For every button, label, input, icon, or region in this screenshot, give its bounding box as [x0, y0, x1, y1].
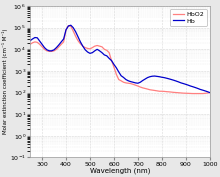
Legend: HbO2, Hb: HbO2, Hb	[170, 9, 207, 26]
HbO2	[67, 25, 70, 27]
Hb	[94, 50, 96, 52]
Line: HbO2: HbO2	[30, 26, 210, 94]
HbO2	[94, 45, 96, 47]
Hb	[125, 78, 127, 81]
Y-axis label: Molar extinction coefficient (cm⁻¹ M⁻¹): Molar extinction coefficient (cm⁻¹ M⁻¹)	[2, 29, 9, 135]
Hb	[146, 77, 149, 79]
Hb	[46, 49, 48, 51]
HbO2	[29, 43, 31, 45]
Hb	[175, 80, 178, 82]
HbO2	[192, 93, 194, 95]
HbO2	[125, 82, 127, 84]
X-axis label: Wavelength (nm): Wavelength (nm)	[90, 168, 150, 175]
Hb	[70, 24, 72, 26]
Hb	[151, 75, 154, 77]
HbO2	[146, 88, 149, 90]
HbO2	[175, 92, 178, 94]
HbO2	[208, 92, 211, 94]
Hb	[208, 92, 211, 94]
HbO2	[151, 89, 154, 91]
Line: Hb: Hb	[30, 25, 210, 93]
HbO2	[46, 50, 48, 52]
Hb	[29, 40, 31, 42]
